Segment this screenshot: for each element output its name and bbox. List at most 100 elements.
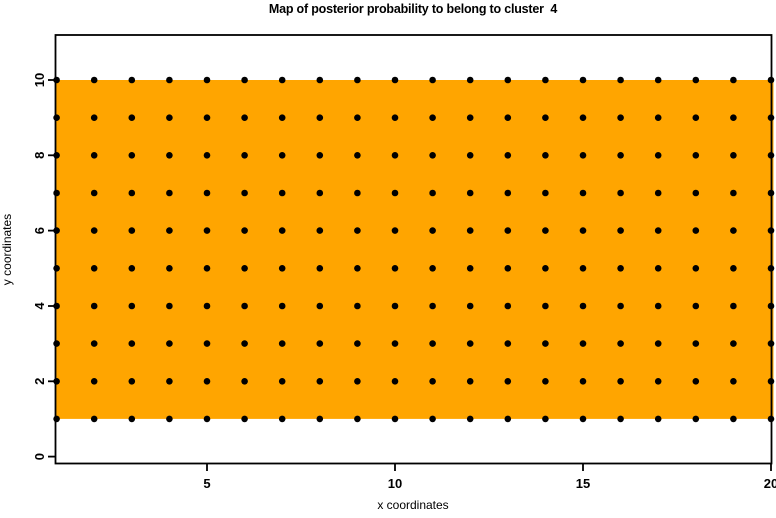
data-point [278,378,286,385]
data-point [391,114,399,121]
data-point [542,152,549,159]
data-point [128,114,136,121]
x-axis-tick-label: 15 [576,476,590,491]
data-point [692,265,700,272]
data-point [542,340,549,347]
data-point [278,302,286,310]
data-point [654,340,662,347]
data-point [730,378,737,385]
data-point [90,189,98,197]
data-point [466,152,474,159]
data-point [354,302,361,310]
data-point [504,76,512,84]
data-point [128,302,136,310]
data-point [90,76,98,84]
data-point [730,114,737,121]
y-axis-tick-label: 2 [32,378,47,385]
data-point [466,114,474,121]
data-point [241,302,248,310]
heat-region-layer [55,80,774,419]
data-point [730,152,737,159]
data-point [730,189,737,197]
data-point [128,340,136,347]
data-point [166,340,173,347]
data-point [128,76,136,84]
data-point [579,415,587,423]
data-point [579,378,587,385]
data-point [316,227,324,234]
data-point [542,415,549,423]
data-point [579,265,587,272]
data-point [542,114,549,121]
data-point [654,302,662,310]
data-point [354,265,361,272]
data-point [504,302,512,310]
data-point [542,378,549,385]
data-point [542,227,549,234]
data-point [466,340,474,347]
data-point [203,76,211,84]
data-point [617,302,624,310]
data-point [692,76,700,84]
data-point [53,114,60,121]
data-point [316,415,324,423]
data-point [203,302,211,310]
data-point [166,114,173,121]
data-point [53,265,60,272]
data-point [90,302,98,310]
data-point [504,415,512,423]
data-point [203,265,211,272]
data-point [53,340,60,347]
data-point [504,152,512,159]
data-point [429,114,436,121]
data-point [278,189,286,197]
data-point [617,378,624,385]
data-point [429,340,436,347]
data-point [241,152,248,159]
data-point [692,114,700,121]
data-point [730,227,737,234]
data-point [654,114,662,121]
data-point [241,265,248,272]
x-axis-tick-label: 5 [203,476,210,491]
data-point [692,189,700,197]
data-point [128,152,136,159]
data-point [278,340,286,347]
data-point-grid [53,76,775,423]
data-point [429,302,436,310]
chart-title: Map of posterior probability to belong t… [269,2,557,16]
data-point [166,227,173,234]
data-point [391,76,399,84]
data-point [617,189,624,197]
data-point [654,76,662,84]
data-point [466,415,474,423]
data-point [278,265,286,272]
data-point [316,340,324,347]
x-axis-label: x coordinates [377,498,448,512]
data-point [90,152,98,159]
data-point [278,415,286,423]
data-point [730,340,737,347]
data-point [354,415,361,423]
data-point [166,415,173,423]
data-point [730,415,737,423]
data-point [466,227,474,234]
data-point [90,265,98,272]
data-point [579,227,587,234]
data-point [203,114,211,121]
data-point [654,265,662,272]
data-point [241,189,248,197]
data-point [504,340,512,347]
data-point [316,378,324,385]
data-point [429,227,436,234]
data-point [654,415,662,423]
data-point [654,227,662,234]
data-point [391,265,399,272]
data-point [203,189,211,197]
data-point [391,302,399,310]
data-point [579,76,587,84]
data-point [278,76,286,84]
data-point [90,378,98,385]
data-point [278,227,286,234]
